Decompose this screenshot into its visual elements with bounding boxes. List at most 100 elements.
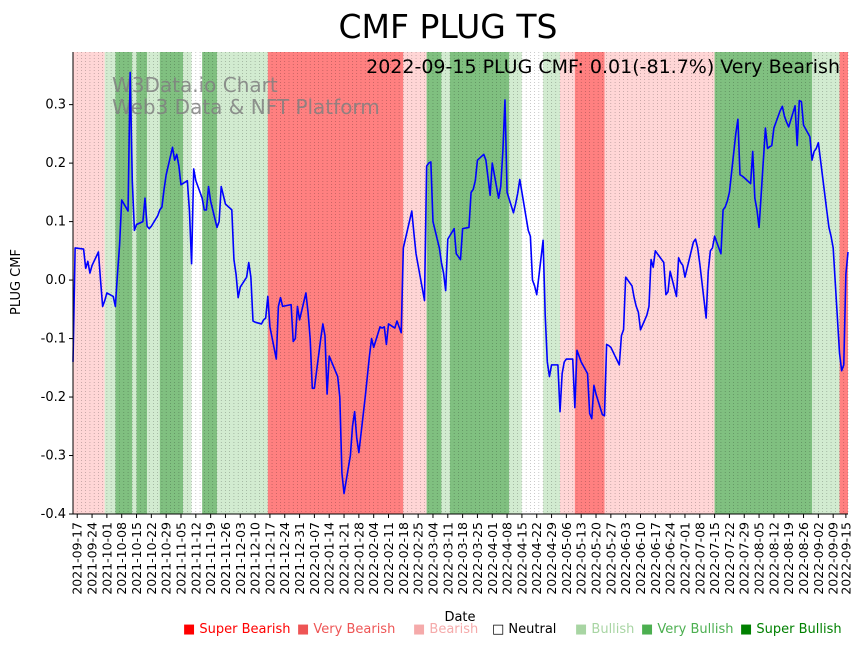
y-axis-label: PLUG CMF — [9, 249, 24, 315]
x-tick-label: 2021-10-15 — [129, 522, 144, 595]
x-tick-label: 2022-07-08 — [692, 522, 707, 595]
x-tick-label: 2021-11-12 — [188, 522, 203, 595]
x-tick-label: 2022-09-15 — [838, 522, 853, 595]
series-line-plug-cmf — [72, 71, 849, 495]
chart-title: CMF PLUG TS — [339, 7, 558, 46]
band-bearish — [73, 52, 105, 514]
x-tick-label: 2022-07-15 — [707, 522, 722, 595]
band-bearish — [604, 52, 715, 514]
band-neutral — [191, 52, 203, 514]
legend-item-very-bullish: ■ Very Bullish — [641, 622, 733, 637]
x-tick-label: 2022-08-05 — [752, 522, 767, 595]
x-tick-label: 2022-09-09 — [826, 522, 841, 595]
band-bearish — [560, 52, 575, 514]
x-tick-label: 2022-01-28 — [351, 522, 366, 595]
x-tick-label: 2021-12-17 — [262, 522, 277, 595]
legend: ■ Super Bearish ■ Very Bearish ■ Bearish □ … — [183, 622, 842, 637]
y-tick-label: 0.1 — [45, 215, 66, 230]
y-tick-label: -0.4 — [41, 507, 66, 522]
band-bullish — [509, 52, 522, 514]
y-tick-label: 0.2 — [45, 156, 66, 171]
y-tick-label: 0.0 — [45, 273, 66, 288]
band-very-bullish — [449, 52, 510, 514]
legend-item-super-bearish: ■ Super Bearish — [183, 622, 291, 637]
x-tick-label: 2022-01-21 — [337, 522, 352, 595]
band-bullish — [147, 52, 160, 514]
band-bullish — [543, 52, 561, 514]
legend-item-very-bearish: ■ Very Bearish — [297, 622, 395, 637]
x-tick-label: 2022-01-07 — [307, 522, 322, 595]
x-tick-label: 2022-07-29 — [737, 522, 752, 595]
y-tick-label: -0.3 — [41, 449, 66, 464]
band-neutral — [521, 52, 544, 514]
x-tick-label: 2022-02-11 — [381, 522, 396, 595]
x-tick-label: 2022-08-12 — [766, 522, 781, 595]
x-tick-label: 2022-02-18 — [396, 522, 411, 595]
x-tick-label: 2022-06-03 — [618, 522, 633, 595]
y-tick-label: -0.1 — [41, 332, 66, 347]
legend-item-super-bullish: ■ Super Bullish — [740, 622, 842, 637]
x-tick-label: 2022-05-27 — [603, 522, 618, 595]
x-tick-label: 2022-08-26 — [796, 522, 811, 595]
y-tick-label: -0.2 — [41, 390, 66, 405]
x-tick-label: 2022-07-22 — [722, 522, 737, 595]
x-tick-label: 2022-05-06 — [559, 522, 574, 595]
x-tick-label: 2021-11-26 — [218, 522, 233, 595]
x-tick-label: 2022-03-18 — [455, 522, 470, 595]
axes — [72, 52, 848, 515]
legend-item-bullish: ■ Bullish — [575, 622, 634, 637]
x-tick-label: 2021-12-24 — [277, 522, 292, 595]
x-tick-label: 2021-10-01 — [99, 522, 114, 595]
y-tick-label: 0.3 — [45, 98, 66, 113]
x-tick-label: 2022-04-08 — [500, 522, 515, 595]
x-tick-label: 2022-03-04 — [425, 522, 440, 595]
x-tick-label: 2021-09-24 — [85, 522, 100, 595]
x-axis-label: Date — [444, 610, 475, 625]
band-bullish — [183, 52, 192, 514]
band-very-bearish — [267, 52, 404, 514]
legend-item-bearish: ■ Bearish — [413, 622, 478, 637]
x-tick-label: 2022-03-11 — [440, 522, 455, 595]
x-tick-label: 2022-06-17 — [648, 522, 663, 595]
band-bullish — [132, 52, 137, 514]
x-tick-label: 2022-06-10 — [633, 522, 648, 595]
x-axis-ticks: 2021-09-17 2021-09-24 2021-10-01 2021-10-08… — [70, 514, 853, 595]
band-bullish — [104, 52, 116, 514]
date-gridlines — [72, 52, 849, 514]
x-tick-label: 2021-09-17 — [70, 522, 85, 595]
x-tick-label: 2021-10-29 — [159, 522, 174, 595]
x-tick-label: 2021-12-31 — [292, 522, 307, 595]
x-tick-label: 2021-12-10 — [248, 522, 263, 595]
y-axis-ticks: -0.4 -0.3 -0.2 -0.1 0.0 0.1 0.2 0.3 — [41, 98, 73, 522]
regime-bands — [73, 52, 848, 514]
x-tick-label: 2022-08-19 — [781, 522, 796, 595]
x-tick-label: 2022-02-25 — [411, 522, 426, 595]
band-very-bullish — [136, 52, 148, 514]
x-tick-label: 2022-05-13 — [574, 522, 589, 595]
x-tick-label: 2022-05-20 — [589, 522, 604, 595]
x-tick-label: 2022-04-29 — [544, 522, 559, 595]
band-very-bullish — [159, 52, 184, 514]
x-tick-label: 2021-12-03 — [233, 522, 248, 595]
watermark-line-1: W3Data.io Chart — [112, 73, 278, 97]
band-very-bullish — [202, 52, 217, 514]
x-tick-label: 2021-11-19 — [203, 522, 218, 595]
band-bearish — [403, 52, 427, 514]
band-very-bearish — [839, 52, 848, 514]
status-annotation: 2022-09-15 PLUG CMF: 0.01(-81.7%) Very B… — [366, 56, 840, 78]
x-tick-label: 2021-11-05 — [173, 522, 188, 595]
x-tick-label: 2022-04-15 — [514, 522, 529, 595]
x-tick-label: 2022-04-01 — [485, 522, 500, 595]
x-tick-label: 2021-10-08 — [114, 522, 129, 595]
band-very-bearish — [574, 52, 605, 514]
x-tick-label: 2022-07-01 — [677, 522, 692, 595]
x-tick-label: 2022-03-25 — [470, 522, 485, 595]
watermark-line-2: Web3 Data & NFT Platform — [112, 95, 380, 119]
x-tick-label: 2021-10-22 — [144, 522, 159, 595]
x-tick-label: 2022-06-24 — [663, 522, 678, 595]
x-tick-label: 2022-01-14 — [322, 522, 337, 595]
x-tick-label: 2022-02-04 — [366, 522, 381, 595]
x-tick-label: 2022-04-22 — [529, 522, 544, 595]
legend-item-neutral: □ Neutral — [492, 622, 556, 637]
